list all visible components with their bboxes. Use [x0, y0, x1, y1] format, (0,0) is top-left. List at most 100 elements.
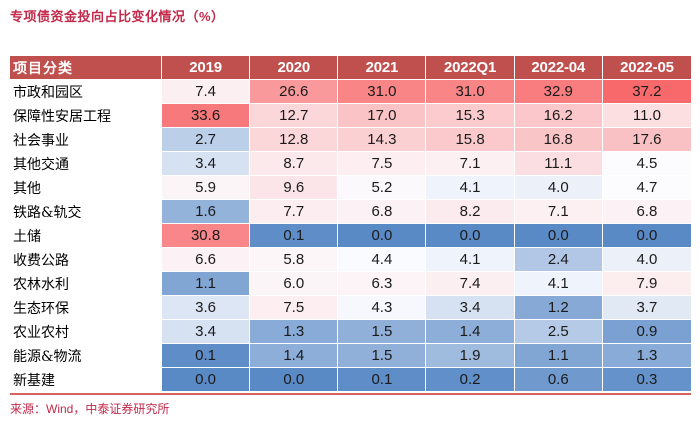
value-cell: 1.4 — [426, 320, 515, 344]
table-row: 收费公路 6.6 5.8 4.4 4.1 2.4 4.0 — [10, 248, 691, 272]
value-cell: 12.8 — [250, 128, 339, 152]
value-cell: 4.1 — [426, 248, 515, 272]
value-cell: 9.6 — [250, 176, 339, 200]
value-cell: 37.2 — [602, 80, 691, 104]
value-cell: 11.1 — [514, 152, 603, 176]
row-label: 新基建 — [10, 368, 162, 392]
value-cell: 16.2 — [514, 104, 603, 128]
value-cell: 0.3 — [602, 368, 691, 392]
value-cell: 11.0 — [602, 104, 691, 128]
row-label: 生态环保 — [10, 296, 162, 320]
value-cell: 1.3 — [602, 344, 691, 368]
value-cell: 6.8 — [338, 200, 427, 224]
value-cell: 3.4 — [426, 296, 515, 320]
value-cell: 1.1 — [514, 344, 603, 368]
value-cell: 17.6 — [602, 128, 691, 152]
value-cell: 3.7 — [602, 296, 691, 320]
value-cell: 4.3 — [338, 296, 427, 320]
value-cell: 1.1 — [162, 272, 251, 296]
value-cell: 12.7 — [250, 104, 339, 128]
value-cell: 31.0 — [338, 80, 427, 104]
value-cell: 4.5 — [602, 152, 691, 176]
column-header-category: 项目分类 — [10, 56, 162, 80]
column-header: 2021 — [338, 56, 427, 80]
table-row: 生态环保 3.6 7.5 4.3 3.4 1.2 3.7 — [10, 296, 691, 320]
value-cell: 0.6 — [514, 368, 603, 392]
value-cell: 33.6 — [162, 104, 251, 128]
value-cell: 2.4 — [514, 248, 603, 272]
value-cell: 3.4 — [162, 320, 251, 344]
value-cell: 1.3 — [250, 320, 339, 344]
value-cell: 4.1 — [514, 272, 603, 296]
value-cell: 5.8 — [250, 248, 339, 272]
value-cell: 0.0 — [514, 224, 603, 248]
value-cell: 0.1 — [338, 368, 427, 392]
row-label: 农林水利 — [10, 272, 162, 296]
row-label: 土储 — [10, 224, 162, 248]
column-header: 2022-04 — [514, 56, 603, 80]
value-cell: 6.3 — [338, 272, 427, 296]
value-cell: 5.9 — [162, 176, 251, 200]
value-cell: 16.8 — [514, 128, 603, 152]
row-label: 其他交通 — [10, 152, 162, 176]
table-row: 其他交通 3.4 8.7 7.5 7.1 11.1 4.5 — [10, 152, 691, 176]
value-cell: 6.8 — [602, 200, 691, 224]
value-cell: 7.7 — [250, 200, 339, 224]
column-header: 2020 — [250, 56, 339, 80]
value-cell: 4.0 — [514, 176, 603, 200]
value-cell: 3.6 — [162, 296, 251, 320]
value-cell: 7.1 — [514, 200, 603, 224]
table-row: 能源&物流 0.1 1.4 1.5 1.9 1.1 1.3 — [10, 344, 691, 368]
value-cell: 7.4 — [426, 272, 515, 296]
value-cell: 0.0 — [250, 368, 339, 392]
value-cell: 1.5 — [338, 320, 427, 344]
table-row: 社会事业 2.7 12.8 14.3 15.8 16.8 17.6 — [10, 128, 691, 152]
table-row: 农林水利 1.1 6.0 6.3 7.4 4.1 7.9 — [10, 272, 691, 296]
value-cell: 0.9 — [602, 320, 691, 344]
value-cell: 32.9 — [514, 80, 603, 104]
value-cell: 4.7 — [602, 176, 691, 200]
value-cell: 3.4 — [162, 152, 251, 176]
table-row: 市政和园区 7.4 26.6 31.0 31.0 32.9 37.2 — [10, 80, 691, 104]
value-cell: 7.9 — [602, 272, 691, 296]
table-row: 土储 30.8 0.1 0.0 0.0 0.0 0.0 — [10, 224, 691, 248]
value-cell: 0.0 — [162, 368, 251, 392]
column-header: 2022Q1 — [426, 56, 515, 80]
row-label: 农业农村 — [10, 320, 162, 344]
value-cell: 8.7 — [250, 152, 339, 176]
value-cell: 4.4 — [338, 248, 427, 272]
source-note: 来源：Wind，中泰证券研究所 — [10, 402, 170, 416]
value-cell: 7.5 — [250, 296, 339, 320]
row-label: 保障性安居工程 — [10, 104, 162, 128]
value-cell: 0.2 — [426, 368, 515, 392]
value-cell: 1.4 — [250, 344, 339, 368]
figure-title: 专项债资金投向占比变化情况（%） — [10, 9, 225, 24]
row-label: 能源&物流 — [10, 344, 162, 368]
value-cell: 30.8 — [162, 224, 251, 248]
row-label: 铁路&轨交 — [10, 200, 162, 224]
value-cell: 4.1 — [426, 176, 515, 200]
value-cell: 0.1 — [250, 224, 339, 248]
column-header: 2019 — [162, 56, 251, 80]
table-row: 其他 5.9 9.6 5.2 4.1 4.0 4.7 — [10, 176, 691, 200]
value-cell: 7.1 — [426, 152, 515, 176]
value-cell: 26.6 — [250, 80, 339, 104]
heatmap-table: 项目分类 2019 2020 2021 2022Q1 2022-04 2022-05 市政和园… — [10, 56, 691, 392]
value-cell: 31.0 — [426, 80, 515, 104]
row-label: 社会事业 — [10, 128, 162, 152]
value-cell: 1.6 — [162, 200, 251, 224]
value-cell: 15.3 — [426, 104, 515, 128]
table-row: 农业农村 3.4 1.3 1.5 1.4 2.5 0.9 — [10, 320, 691, 344]
row-label: 市政和园区 — [10, 80, 162, 104]
value-cell: 0.0 — [602, 224, 691, 248]
value-cell: 6.0 — [250, 272, 339, 296]
value-cell: 15.8 — [426, 128, 515, 152]
value-cell: 7.5 — [338, 152, 427, 176]
table-bottom-rule — [10, 393, 691, 395]
row-label: 收费公路 — [10, 248, 162, 272]
value-cell: 7.4 — [162, 80, 251, 104]
value-cell: 5.2 — [338, 176, 427, 200]
value-cell: 2.5 — [514, 320, 603, 344]
value-cell: 1.5 — [338, 344, 427, 368]
value-cell: 14.3 — [338, 128, 427, 152]
